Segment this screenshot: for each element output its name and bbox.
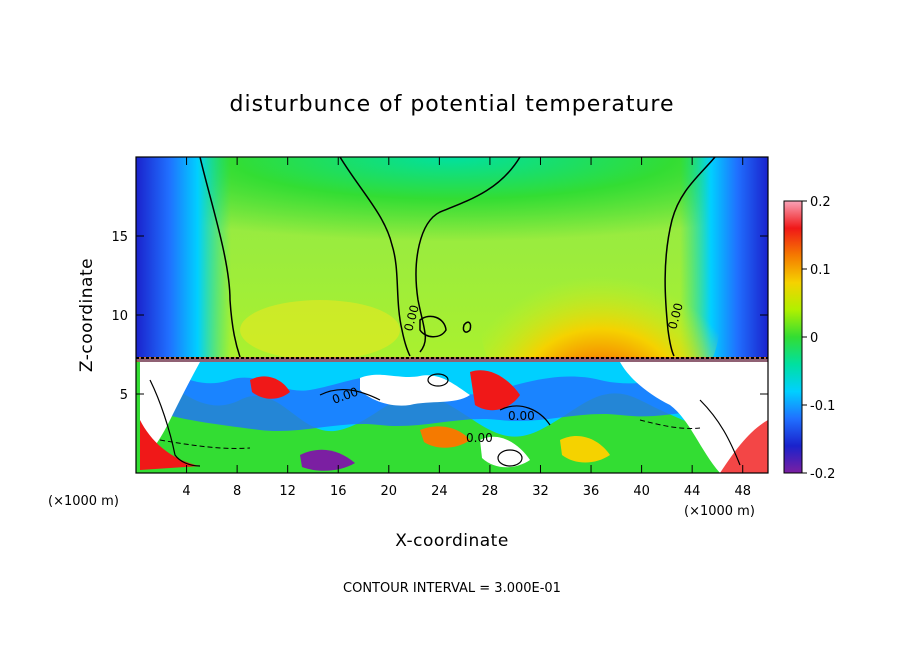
x-tick-label: 16 [330, 484, 347, 499]
contour-label: 0.00 [466, 431, 493, 445]
x-tick-label: 4 [182, 484, 190, 499]
x-tick-label: 28 [482, 484, 499, 499]
x-tick-label: 24 [431, 484, 448, 499]
x-tick-label: 36 [583, 484, 600, 499]
y-axis-title: Z-coordinate [77, 258, 97, 372]
x-tick-label: 40 [633, 484, 650, 499]
contour-interval-note: CONTOUR INTERVAL = 3.000E-01 [343, 581, 561, 596]
colorbar-tick-label: -0.1 [810, 399, 835, 414]
y-axis: 5 10 15 [111, 230, 768, 403]
contour-field: 0.00 0.00 0.00 0.00 0.00 [136, 157, 768, 473]
colorbar-tick-label: 0 [810, 331, 818, 346]
x-tick-label: 48 [734, 484, 751, 499]
colorbar-tick-label: 0.1 [810, 263, 831, 278]
x-tick-label: 20 [381, 484, 398, 499]
contour-label: 0.00 [401, 303, 421, 332]
y-tick-label: 5 [120, 388, 128, 403]
y-tick-label: 15 [111, 230, 128, 245]
colorbar-tick-label: -0.2 [810, 467, 835, 482]
x-tick-label: 12 [279, 484, 296, 499]
contour-label: 0.00 [508, 409, 535, 423]
x-tick-label: 8 [233, 484, 241, 499]
colorbar: 0.2 0.1 0 -0.1 -0.2 [783, 195, 835, 482]
x-axis-title: X-coordinate [395, 531, 509, 551]
x-unit-right: (×1000 m) [684, 504, 755, 519]
x-tick-label: 44 [684, 484, 701, 499]
x-tick-label: 32 [532, 484, 549, 499]
colorbar-tick-label: 0.2 [810, 195, 831, 210]
contour-label: 0.00 [665, 301, 685, 330]
x-unit-left: (×1000 m) [48, 494, 119, 509]
chart-title: disturbunce of potential temperature [230, 92, 675, 117]
x-axis: 4 8 12 16 20 24 28 32 36 40 44 48 [182, 157, 751, 499]
y-tick-label: 10 [111, 309, 128, 324]
